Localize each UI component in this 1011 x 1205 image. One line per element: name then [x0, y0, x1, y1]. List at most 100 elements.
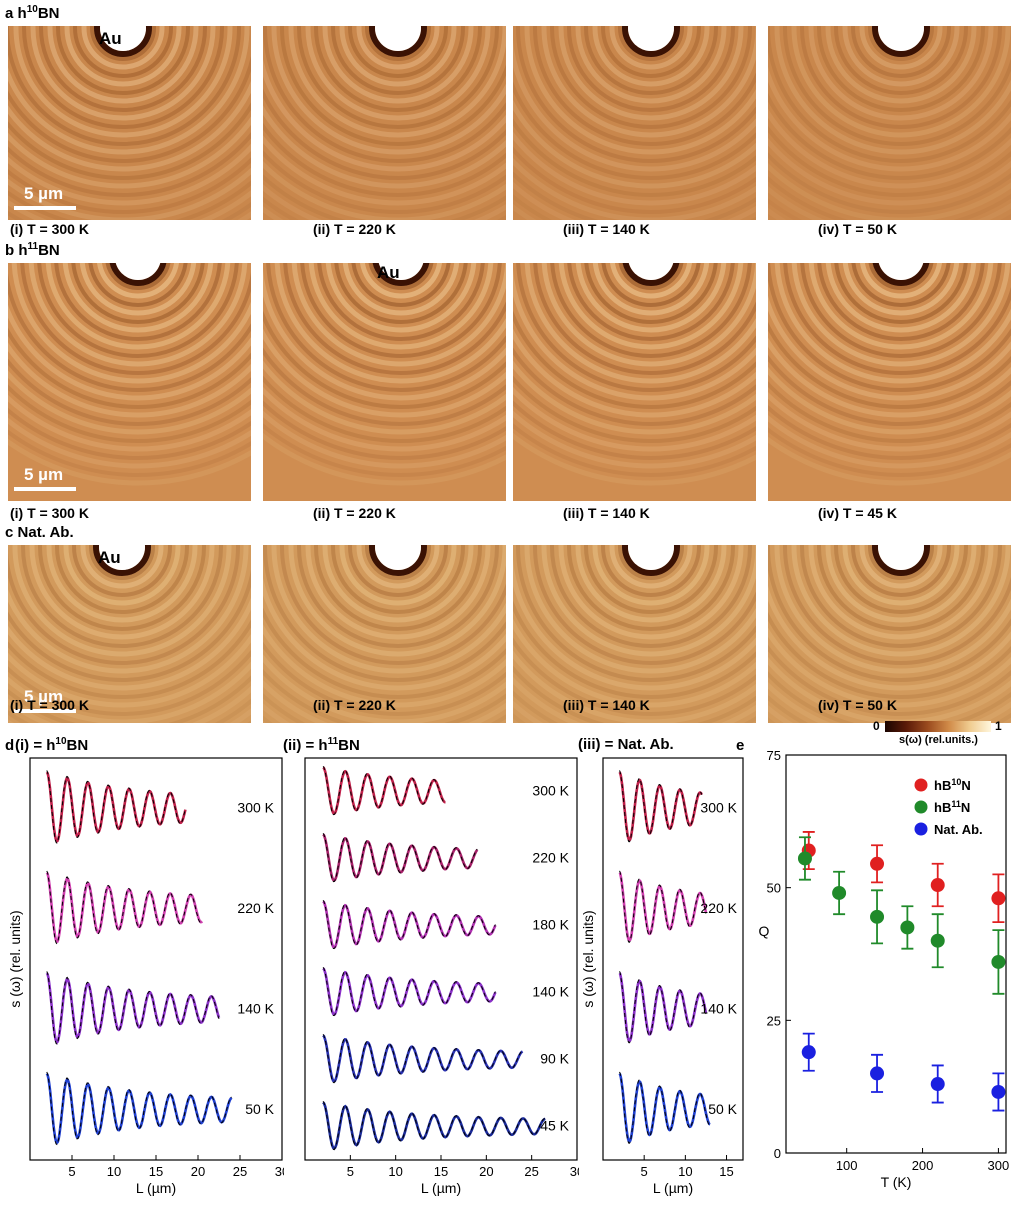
row-material-suffix: BN [37, 5, 60, 22]
row-material-isotope: 10 [26, 4, 38, 15]
row-material: Nat. Ab. [17, 524, 74, 541]
trace-temperature-label: 300 K [237, 799, 274, 815]
scale-bar: 5 µm [14, 465, 76, 491]
panel-caption: (iv) T = 50 K [818, 697, 897, 713]
y-tick-label: 50 [767, 881, 781, 896]
trace-temperature-label: 90 K [540, 1051, 569, 1067]
x-tick-label: 15 [719, 1164, 733, 1179]
x-tick-label: 25 [524, 1164, 538, 1179]
legend-entry: hB11N [934, 799, 970, 815]
fit-line [322, 833, 478, 883]
snom-image-b-2: Au [263, 263, 506, 501]
row-letter: c [5, 524, 18, 541]
snom-image-b-4 [768, 263, 1011, 501]
trace-temperature-label: 140 K [700, 1000, 737, 1016]
data-point [930, 878, 945, 893]
legend-marker [914, 822, 928, 836]
sub-title-suffix: BN [66, 737, 89, 754]
y-axis-label: s (ω) (rel. units) [580, 910, 596, 1007]
fit-line [322, 765, 446, 816]
panel-caption: (iii) T = 140 K [563, 697, 650, 713]
fit-line [322, 900, 496, 950]
sub-title-text: (iii) = Nat. Ab. [578, 736, 674, 753]
data-point [870, 856, 885, 871]
legend-marker [914, 800, 928, 814]
fit-line [619, 971, 707, 1044]
data-point [991, 891, 1006, 906]
sub-title-suffix: BN [338, 737, 360, 754]
data-point [930, 933, 945, 948]
panel-d-sub-3: (iii) = Nat. Ab. 5 10 15 L (µm) s (ω) (rel. u… [573, 733, 745, 1200]
row-material: h [18, 242, 28, 259]
snom-image-c-4 [768, 545, 1011, 723]
fit-line [619, 1071, 711, 1144]
row-a-label: a h10BN [5, 4, 59, 22]
legend-entry: hB10N [934, 777, 971, 793]
au-electrode-label: Au [98, 548, 121, 567]
au-electrode-label: Au [377, 263, 400, 282]
colorbar-gradient [885, 721, 991, 732]
fit-line [46, 971, 220, 1045]
trace-temperature-label: 45 K [540, 1118, 569, 1134]
snom-image-c-3 [513, 545, 756, 723]
scale-bar-line [14, 206, 76, 210]
panel-d-sub-title: (ii) = h11BN [283, 736, 360, 754]
data-point [832, 885, 847, 900]
panel-d-sub-1: (i) = h10BN51015202530L (µm)s (ω) (rel. … [0, 733, 289, 1200]
au-electrode-label: Au [99, 29, 122, 48]
legend-marker [914, 778, 928, 792]
sub-title-isotope: 11 [327, 736, 339, 747]
data-point [870, 1066, 885, 1081]
data-point [870, 909, 885, 924]
trace-temperature-label: 180 K [532, 917, 569, 933]
data-point [991, 954, 1006, 969]
panel-d-sub-title: (iii) = Nat. Ab. [578, 736, 674, 753]
fit-line [322, 1034, 523, 1084]
row-letter: b [5, 242, 19, 259]
trace-temperature-label: 140 K [237, 1000, 274, 1016]
trace-line [45, 771, 187, 844]
trace-temperature-label: 50 K [708, 1101, 737, 1117]
fit-line [322, 967, 496, 1017]
sub-title-isotope: 10 [55, 736, 67, 747]
x-tick-label: 5 [641, 1164, 648, 1179]
y-tick-label: 25 [767, 1013, 781, 1028]
panel-d-letter: d [5, 737, 15, 754]
data-point [900, 920, 915, 935]
x-tick-label: 20 [479, 1164, 493, 1179]
panel-caption: (i) T = 300 K [10, 697, 89, 713]
snom-image-a-1: Au 5 µm [8, 26, 251, 220]
x-tick-label: 300 [988, 1158, 1010, 1173]
x-axis-label: L (µm) [136, 1180, 176, 1196]
series-3 [801, 1032, 1006, 1112]
x-tick-label: 5 [68, 1164, 75, 1179]
trace-temperature-label: 140 K [532, 984, 569, 1000]
snom-image-b-1: 5 µm [8, 263, 251, 501]
trace-line [45, 1072, 233, 1145]
y-axis-label: Q [759, 923, 770, 939]
trace-temperature-label: 300 K [532, 783, 569, 799]
data-point [991, 1084, 1006, 1099]
data-point [930, 1077, 945, 1092]
panel-caption: (i) T = 300 K [10, 221, 89, 237]
panel-caption: (iv) T = 45 K [818, 505, 897, 521]
panel-caption: (ii) T = 220 K [313, 697, 396, 713]
fit-line [322, 1101, 546, 1151]
sub-title-text: (i) = h [15, 737, 56, 754]
y-axis-label: s (ω) (rel. units) [7, 910, 23, 1007]
snom-image-c-1: Au 5 µm [8, 545, 251, 723]
trace-temperature-label: 220 K [700, 900, 737, 916]
trace-temperature-label: 300 K [700, 799, 737, 815]
fit-line [46, 870, 203, 945]
trace-temperature-label: 50 K [245, 1101, 274, 1117]
fit-line [46, 1071, 232, 1146]
scale-bar-line [14, 487, 76, 491]
x-axis-label: T (K) [881, 1174, 912, 1190]
panel-caption: (iv) T = 50 K [818, 221, 897, 237]
panel-caption: (iii) T = 140 K [563, 221, 650, 237]
legend-entry: Nat. Ab. [934, 822, 983, 837]
x-tick-label: 20 [191, 1164, 205, 1179]
